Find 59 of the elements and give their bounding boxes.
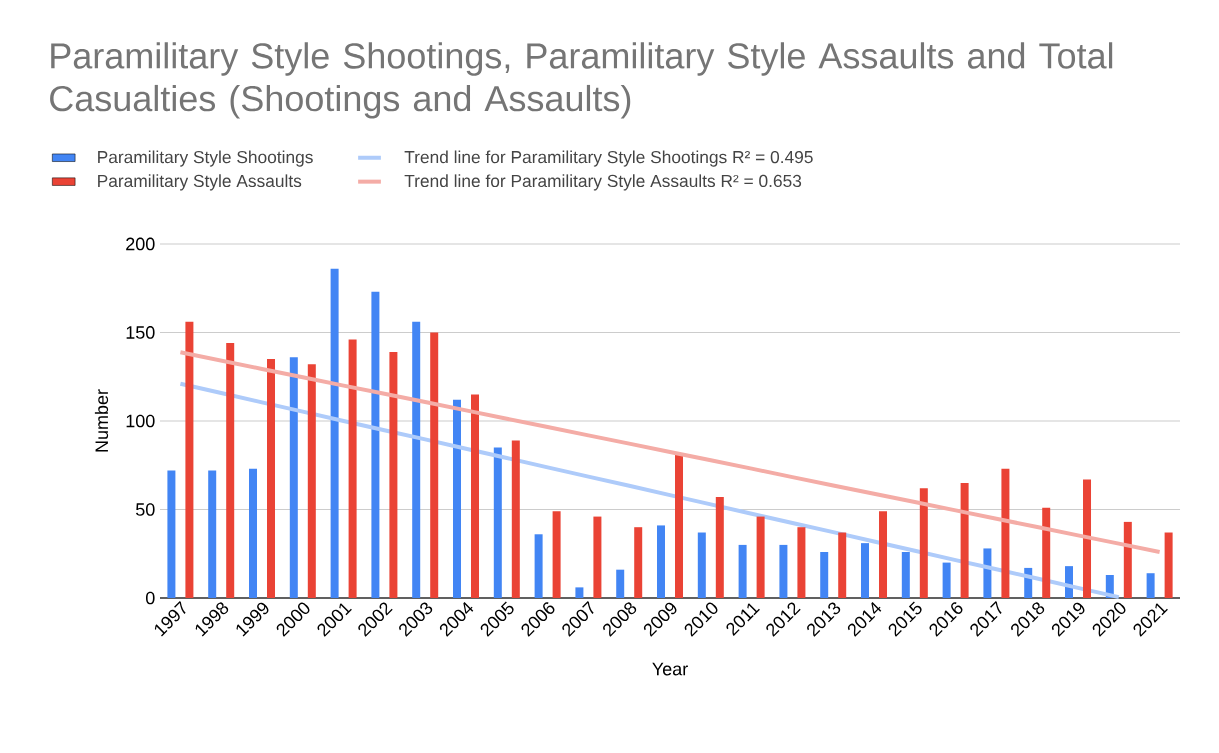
legend-label: Trend line for Paramilitary Style Assaults R² = 0.653	[404, 174, 802, 191]
bar	[838, 532, 847, 598]
bar	[330, 268, 339, 598]
bar	[820, 551, 829, 598]
bar	[1123, 521, 1132, 598]
y-tick-label: 150	[126, 326, 155, 339]
bar	[960, 482, 969, 598]
y-tick-label: 0	[145, 591, 155, 605]
bar	[289, 357, 298, 598]
bar	[430, 332, 439, 598]
bar	[634, 527, 643, 598]
bar	[412, 321, 421, 598]
bar	[534, 534, 543, 598]
bar	[901, 551, 910, 598]
bar	[307, 364, 316, 598]
legend-label: Trend line for Paramilitary Style Shootings R² = 0.495	[404, 150, 813, 167]
bar	[942, 562, 951, 598]
bar	[1083, 479, 1092, 598]
bar	[738, 544, 747, 598]
y-tick-label: 100	[126, 414, 155, 428]
bar	[1042, 507, 1051, 598]
bar	[657, 525, 666, 598]
bar	[797, 527, 806, 598]
y-axis-title: Number	[94, 389, 109, 452]
bar	[756, 516, 765, 598]
bar	[226, 343, 235, 598]
y-tick-label: 50	[135, 503, 155, 516]
bar	[249, 468, 257, 598]
bar	[371, 291, 380, 598]
bar	[675, 454, 684, 598]
bar	[616, 569, 625, 598]
bar	[552, 511, 561, 598]
bar	[471, 394, 480, 598]
bar	[983, 548, 992, 598]
bar	[185, 321, 194, 598]
bar	[879, 511, 888, 598]
bar	[593, 516, 602, 598]
bar	[1001, 468, 1010, 598]
bar	[167, 470, 176, 598]
bar	[779, 544, 788, 598]
legend-label: Paramilitary Style Assaults	[98, 174, 302, 191]
bar	[1146, 573, 1155, 598]
bar	[389, 351, 398, 598]
bar	[715, 497, 724, 598]
bar	[697, 532, 706, 598]
bar	[453, 399, 462, 598]
legend-label: Paramilitary Style Shootings	[98, 150, 313, 167]
bar	[919, 488, 928, 598]
bar	[348, 339, 357, 598]
bar	[267, 359, 275, 598]
chart-title: Paramilitary Style Shootings, Paramilitary Style Assaults and Total Casualties (Shootings and Assaults)	[50, 42, 1113, 119]
x-axis-title: Year	[652, 662, 688, 676]
y-tick-label: 200	[126, 237, 155, 251]
bar	[861, 543, 870, 598]
bar	[493, 447, 502, 598]
bar	[575, 587, 584, 598]
bar	[208, 470, 217, 598]
bar	[511, 440, 520, 598]
bar	[1164, 532, 1173, 598]
